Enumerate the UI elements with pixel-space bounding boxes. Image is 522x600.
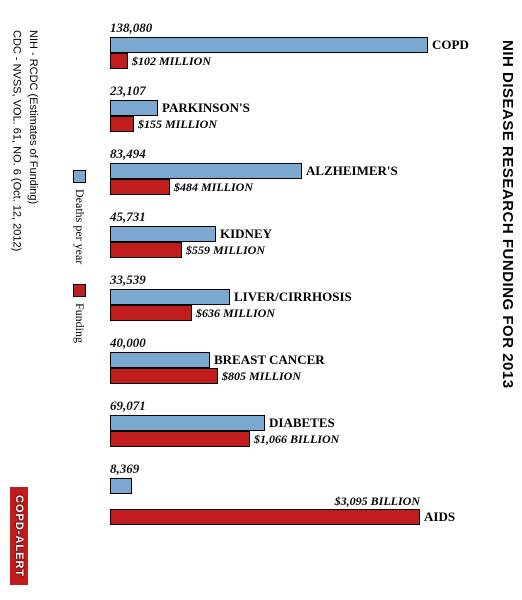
deaths-count-label: 8,369 xyxy=(110,461,470,477)
funding-amount-label: $102 MILLION xyxy=(132,54,211,69)
funding-amount-label: $155 MILLION xyxy=(138,117,217,132)
disease-group: 138,080COPD $102 MILLION xyxy=(110,20,470,69)
funding-bar xyxy=(110,242,182,258)
funding-amount-label: $484 MILLION xyxy=(174,180,253,195)
disease-group: 8,369AIDS$3,095 BILLIONAIDS xyxy=(110,461,470,525)
chart-title: NIH DISEASE RESEARCH FUNDING FOR 2013 xyxy=(499,40,516,389)
source-citations: NIH - RCDC (Estimates of Funding) CDC - … xyxy=(8,30,41,251)
deaths-bar xyxy=(110,163,302,179)
deaths-bar xyxy=(110,478,132,494)
disease-name-label: AIDS xyxy=(424,509,455,525)
disease-name-label: DIABETES xyxy=(269,415,335,431)
funding-bar xyxy=(110,509,420,525)
disease-group: 45,731KIDNEY$559 MILLION xyxy=(110,209,470,258)
disease-name-label: LIVER/CIRRHOSIS xyxy=(234,289,352,305)
disease-name-label: BREAST CANCER xyxy=(214,352,325,368)
deaths-count-label: 33,539 xyxy=(110,272,470,288)
deaths-count-label: 23,107 xyxy=(110,83,470,99)
disease-group: 83,494ALZHEIMER'S $484 MILLION xyxy=(110,146,470,195)
funding-bar xyxy=(110,53,128,69)
funding-bar xyxy=(110,431,250,447)
deaths-count-label: 83,494 xyxy=(110,146,470,162)
funding-bar xyxy=(110,368,218,384)
deaths-bar xyxy=(110,100,158,116)
funding-amount-label: $1,066 BILLION xyxy=(254,432,339,447)
funding-amount-label: $636 MILLION xyxy=(196,306,275,321)
disease-group: 40,000BREAST CANCER$805 MILLION xyxy=(110,335,470,384)
deaths-bar xyxy=(110,37,428,53)
funding-amount-label: $805 MILLION xyxy=(222,369,301,384)
disease-name-label: ALZHEIMER'S xyxy=(306,163,398,179)
disease-group: 69,071DIABETES$1,066 BILLION xyxy=(110,398,470,447)
copd-alert-badge: COPD-ALERT xyxy=(10,487,28,585)
disease-name-label: KIDNEY xyxy=(220,226,272,242)
source-line-2: CDC - NVSS, VOL. 61, NO. 6 (Oct. 12, 201… xyxy=(8,30,25,251)
legend: Deaths per year Funding xyxy=(72,170,87,343)
source-line-1: NIH - RCDC (Estimates of Funding) xyxy=(25,30,42,251)
deaths-bar xyxy=(110,226,216,242)
funding-amount-label: $559 MILLION xyxy=(186,243,265,258)
deaths-bar xyxy=(110,352,210,368)
deaths-count-label: 138,080 xyxy=(110,20,470,36)
funding-bar xyxy=(110,116,134,132)
legend-swatch-deaths xyxy=(73,170,86,183)
legend-label-deaths: Deaths per year xyxy=(72,189,87,264)
deaths-count-label: 40,000 xyxy=(110,335,470,351)
funding-bar xyxy=(110,305,192,321)
deaths-count-label: 45,731 xyxy=(110,209,470,225)
disease-group: 23,107PARKINSON'S$155 MILLION xyxy=(110,83,470,132)
funding-bar xyxy=(110,179,170,195)
deaths-bar xyxy=(110,415,265,431)
funding-amount-label: $3,095 BILLION xyxy=(110,494,420,509)
disease-name-label: PARKINSON'S xyxy=(162,100,250,116)
deaths-count-label: 69,071 xyxy=(110,398,470,414)
legend-label-funding: Funding xyxy=(72,303,87,343)
deaths-bar xyxy=(110,289,230,305)
chart-area: 138,080COPD $102 MILLION 23,107PARKINSON'S… xyxy=(110,20,470,580)
legend-swatch-funding xyxy=(73,284,86,297)
disease-name-label: COPD xyxy=(432,37,469,53)
disease-group: 33,539LIVER/CIRRHOSIS$636 MILLION xyxy=(110,272,470,321)
